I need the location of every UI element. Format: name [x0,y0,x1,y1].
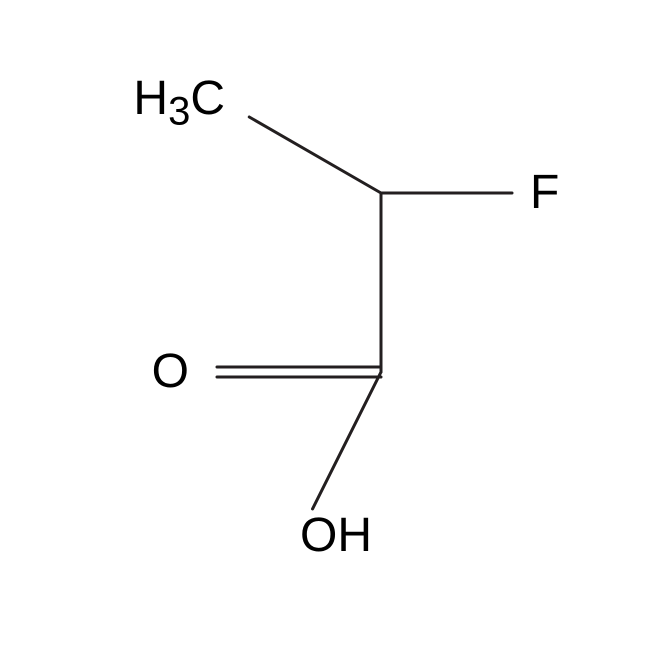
atom-label-ch3: H3C [133,75,225,132]
atom-label-o_dbl: O [152,348,189,396]
atom-label-f: F [530,169,559,217]
atom-label-oh: OH [300,512,372,560]
molecule-diagram: H3C F O OH [0,0,650,650]
